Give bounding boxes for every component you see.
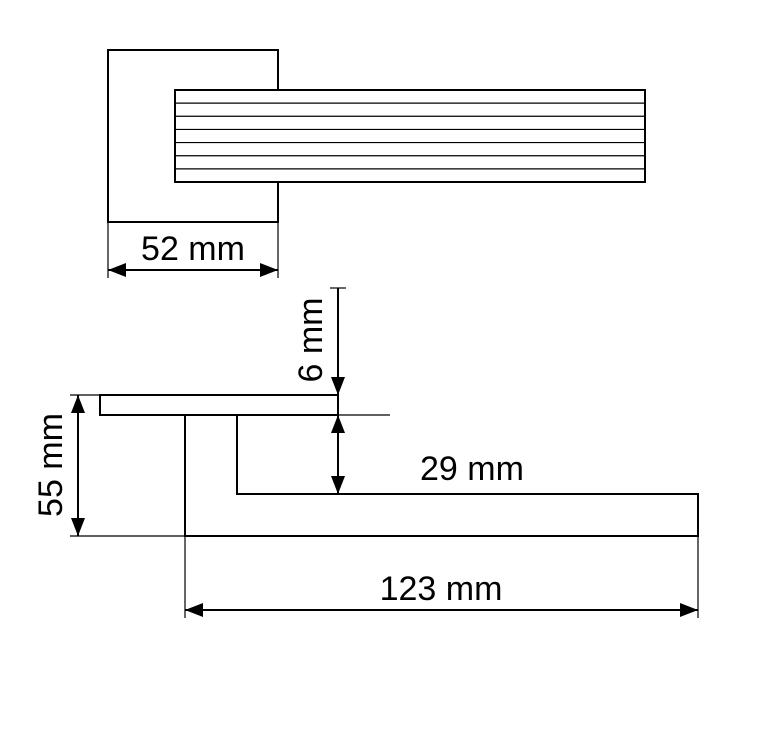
dim-6mm: 6 mm [292,298,330,383]
top-view [108,50,645,222]
lever-top [175,90,645,182]
rose-plate-side [100,395,338,415]
dim-123mm: 123 mm [380,570,503,608]
dim-55mm: 55 mm [32,413,70,517]
side-view [100,395,698,536]
dim-52mm: 52 mm [141,230,245,268]
dim-29mm: 29 mm [420,450,524,488]
